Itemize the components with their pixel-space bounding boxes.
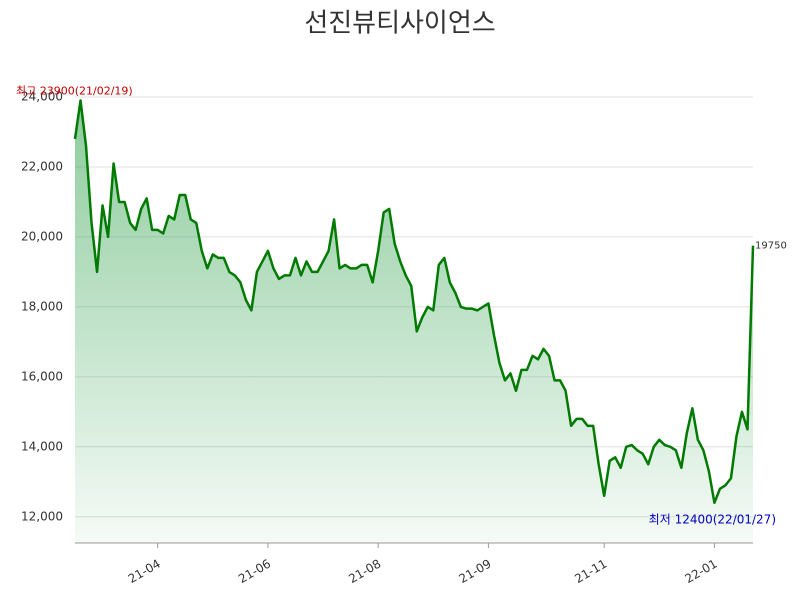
annotation-low: 최저 12400(22/01/27) xyxy=(649,512,776,526)
y-tick-label: 14,000 xyxy=(21,439,63,453)
x-tick-label: 21-04 xyxy=(126,557,163,587)
x-tick-label: 22-01 xyxy=(682,557,719,587)
y-tick-label: 20,000 xyxy=(21,229,63,243)
chart-title: 선진뷰티사이언스 xyxy=(304,9,495,39)
y-tick-label: 16,000 xyxy=(21,369,63,383)
y-tick-label: 18,000 xyxy=(21,299,63,313)
area xyxy=(75,100,753,544)
x-tick-label: 21-09 xyxy=(456,557,493,587)
value-label: 19750 xyxy=(755,241,787,252)
x-tick-label: 21-08 xyxy=(346,557,383,587)
x-tick-label: 21-11 xyxy=(572,557,609,587)
y-tick-label: 24,000 xyxy=(21,89,63,103)
x-tick-label: 21-06 xyxy=(236,557,273,587)
y-tick-label: 12,000 xyxy=(21,509,63,523)
line xyxy=(73,99,755,505)
annotation-high: 최고 23900(21/02/19) xyxy=(16,84,133,97)
y-tick-label: 22,000 xyxy=(21,159,63,173)
